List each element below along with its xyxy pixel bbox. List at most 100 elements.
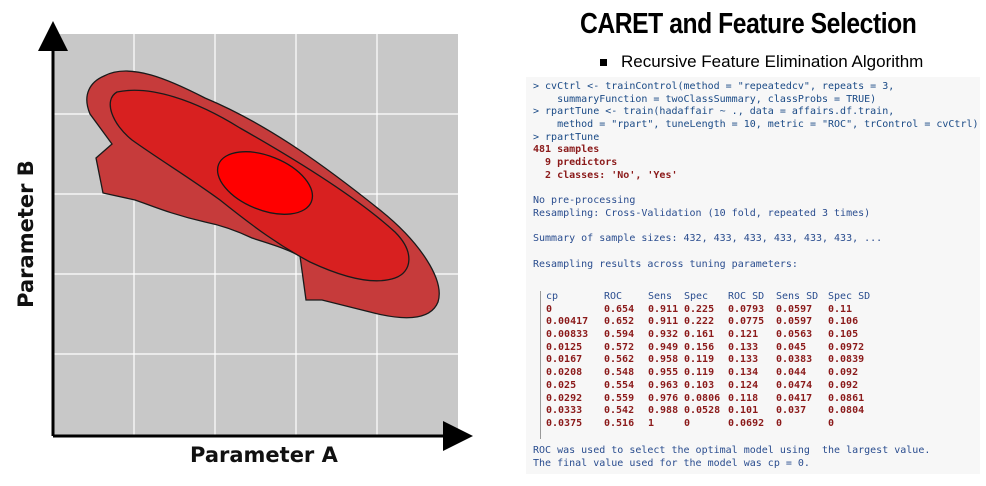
table-cell: 0.037 bbox=[776, 405, 807, 417]
table-cell: 0.161 bbox=[684, 329, 715, 341]
table-cell: 0.0474 bbox=[776, 379, 813, 391]
table-cell: 0 bbox=[776, 417, 783, 429]
table-cell: 0.106 bbox=[828, 316, 859, 328]
table-cell: 0.0775 bbox=[728, 316, 765, 328]
bullet-icon bbox=[600, 59, 607, 67]
table-cell: 0.156 bbox=[684, 341, 715, 353]
table-cell: 0.516 bbox=[604, 417, 635, 429]
table-header-cell: ROC bbox=[604, 291, 623, 302]
table-cell: 0.554 bbox=[604, 379, 635, 391]
table-cell: 0.0839 bbox=[828, 354, 865, 366]
inner-region bbox=[216, 151, 314, 215]
console-line: Summary of sample sizes: 432, 433, 433, … bbox=[533, 233, 883, 245]
table-cell: 0 bbox=[546, 303, 553, 315]
table-cell: 0.911 bbox=[648, 303, 679, 315]
y-axis-label: Parameter B bbox=[14, 160, 38, 308]
console-line bbox=[526, 246, 980, 259]
table-cell: 0.119 bbox=[684, 354, 715, 366]
table-row: 0.0208 0.548 0.955 0.119 0.134 0.044 0.092 bbox=[540, 367, 878, 380]
table-header-cell: Spec bbox=[684, 291, 709, 302]
table-cell: 0.0563 bbox=[776, 329, 813, 341]
table-cell: 0.976 bbox=[648, 392, 679, 404]
table-cell: 0.0125 bbox=[546, 341, 583, 353]
table-cell: 0.0806 bbox=[684, 392, 721, 404]
table-cell: 0.119 bbox=[684, 367, 715, 379]
table-cell: 0.092 bbox=[828, 379, 859, 391]
table-cell: 0.044 bbox=[776, 367, 807, 379]
console-line: 481 samples bbox=[533, 144, 600, 156]
table-cell: 0.0167 bbox=[546, 354, 583, 366]
table-cell: 0 bbox=[684, 417, 691, 429]
table-cell: 0.0861 bbox=[828, 392, 865, 404]
table-cell: 0.548 bbox=[604, 367, 635, 379]
table-cell: 0.121 bbox=[728, 329, 759, 341]
table-cell: 0.562 bbox=[604, 354, 635, 366]
table-header-cell: ROC SD bbox=[728, 291, 765, 302]
r-console-output: > cvCtrl <- trainControl(method = "repea… bbox=[526, 77, 980, 474]
table-row: 0.0375 0.516 1 0 0.0692 0 0 bbox=[540, 418, 878, 431]
table-cell: 0.092 bbox=[828, 367, 859, 379]
results-table: cp ROC Sens Spec ROC SD Sens SD Spec SD 0 0.654… bbox=[540, 291, 878, 439]
table-cell: 0.0333 bbox=[546, 405, 583, 417]
table-row: 0.00417 0.652 0.911 0.222 0.0775 0.0597 0.106 bbox=[540, 316, 878, 329]
table-cell: 0.133 bbox=[728, 341, 759, 353]
table-cell: 0.955 bbox=[648, 367, 679, 379]
console-footer: ROC was used to select the optimal model… bbox=[526, 445, 930, 470]
table-cell: 1 bbox=[648, 417, 655, 429]
table-cell: 0.932 bbox=[648, 329, 679, 341]
table-cell: 0.542 bbox=[604, 405, 635, 417]
table-cell: 0.0692 bbox=[728, 417, 765, 429]
table-row: 0.0292 0.559 0.976 0.0806 0.118 0.0417 0.0861 bbox=[540, 393, 878, 406]
table-cell: 0.101 bbox=[728, 405, 759, 417]
table-cell: 0.225 bbox=[684, 303, 715, 315]
table-cell: 0.572 bbox=[604, 341, 635, 353]
console-line: Resampling: Cross-Validation (10 fold, r… bbox=[533, 207, 871, 219]
console-line: > rpartTune bbox=[533, 131, 600, 143]
table-header-cell: cp bbox=[546, 291, 559, 302]
table-header-cell: Sens bbox=[648, 291, 673, 302]
console-line: summaryFunction = twoClassSummary, class… bbox=[533, 93, 877, 105]
table-cell: 0 bbox=[828, 417, 835, 429]
table-cell: 0.11 bbox=[828, 303, 853, 315]
diagram-svg bbox=[38, 21, 473, 451]
x-axis-label: Parameter A bbox=[190, 443, 338, 467]
table-cell: 0.988 bbox=[648, 405, 679, 417]
table-cell: 0.911 bbox=[648, 316, 679, 328]
table-body: 0 0.654 0.911 0.225 0.0793 0.0597 0.11 0.00417 0… bbox=[540, 304, 878, 431]
table-cell: 0.0417 bbox=[776, 392, 813, 404]
table-cell: 0.0528 bbox=[684, 405, 721, 417]
table-cell: 0.559 bbox=[604, 392, 635, 404]
parameter-diagram: Parameter B Parameter A bbox=[0, 0, 480, 482]
table-header-cell: Sens SD bbox=[776, 291, 819, 302]
table-row: 0.025 0.554 0.963 0.103 0.124 0.0474 0.092 bbox=[540, 380, 878, 393]
console-line: Resampling results across tuning paramet… bbox=[533, 258, 798, 270]
table-cell: 0.949 bbox=[648, 341, 679, 353]
console-line bbox=[526, 183, 980, 196]
bullet-text: Recursive Feature Elimination Algorithm bbox=[621, 52, 924, 71]
console-lines: > cvCtrl <- trainControl(method = "repea… bbox=[526, 77, 980, 271]
console-line: > rpartTune <- train(hadaffair ~ ., data… bbox=[533, 106, 895, 118]
table-cell: 0.0972 bbox=[828, 341, 865, 353]
console-line: method = "rpart", tuneLength = 10, metri… bbox=[533, 119, 979, 131]
table-cell: 0.045 bbox=[776, 341, 807, 353]
console-line: 9 predictors bbox=[533, 157, 618, 169]
slide-title: CARET and Feature Selection bbox=[580, 8, 917, 40]
table-cell: 0.594 bbox=[604, 329, 635, 341]
console-footer-line: ROC was used to select the optimal model… bbox=[533, 445, 931, 456]
console-line: > cvCtrl <- trainControl(method = "repea… bbox=[533, 81, 895, 92]
table-cell: 0.133 bbox=[728, 354, 759, 366]
table-cell: 0.105 bbox=[828, 329, 859, 341]
table-cell: 0.0208 bbox=[546, 367, 583, 379]
table-cell: 0.0597 bbox=[776, 316, 813, 328]
table-cell: 0.652 bbox=[604, 316, 635, 328]
console-line: No pre-processing bbox=[533, 195, 636, 207]
table-header-row: cp ROC Sens Spec ROC SD Sens SD Spec SD bbox=[540, 291, 878, 304]
table-cell: 0.134 bbox=[728, 367, 759, 379]
table-cell: 0.0597 bbox=[776, 303, 813, 315]
table-cell: 0.963 bbox=[648, 379, 679, 391]
table-cell: 0.00833 bbox=[546, 329, 589, 341]
table-cell: 0.0292 bbox=[546, 392, 583, 404]
table-cell: 0.958 bbox=[648, 354, 679, 366]
table-cell: 0.025 bbox=[546, 379, 577, 391]
table-cell: 0.118 bbox=[728, 392, 759, 404]
